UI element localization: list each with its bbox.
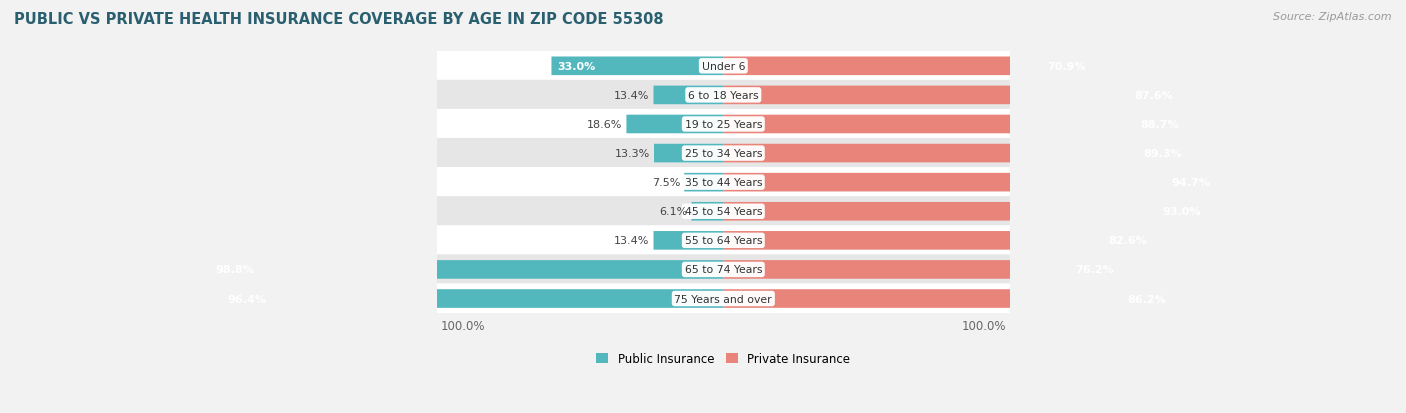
Text: 70.9%: 70.9%: [1047, 62, 1087, 71]
Text: 19 to 25 Years: 19 to 25 Years: [685, 120, 762, 130]
FancyBboxPatch shape: [437, 197, 1010, 227]
Text: 13.3%: 13.3%: [614, 149, 650, 159]
Text: 6 to 18 Years: 6 to 18 Years: [688, 91, 759, 101]
Text: 87.6%: 87.6%: [1135, 91, 1173, 101]
FancyBboxPatch shape: [723, 115, 1185, 134]
FancyBboxPatch shape: [654, 145, 723, 163]
FancyBboxPatch shape: [723, 231, 1153, 250]
FancyBboxPatch shape: [723, 145, 1188, 163]
FancyBboxPatch shape: [437, 139, 1010, 169]
FancyBboxPatch shape: [692, 202, 723, 221]
Text: 6.1%: 6.1%: [659, 207, 688, 217]
FancyBboxPatch shape: [654, 86, 723, 105]
Text: 13.4%: 13.4%: [614, 236, 650, 246]
Text: PUBLIC VS PRIVATE HEALTH INSURANCE COVERAGE BY AGE IN ZIP CODE 55308: PUBLIC VS PRIVATE HEALTH INSURANCE COVER…: [14, 12, 664, 27]
FancyBboxPatch shape: [209, 261, 723, 279]
FancyBboxPatch shape: [437, 255, 1010, 285]
Text: 94.7%: 94.7%: [1171, 178, 1211, 188]
Text: 7.5%: 7.5%: [652, 178, 681, 188]
FancyBboxPatch shape: [437, 168, 1010, 198]
Legend: Public Insurance, Private Insurance: Public Insurance, Private Insurance: [596, 352, 851, 365]
FancyBboxPatch shape: [654, 231, 723, 250]
FancyBboxPatch shape: [437, 225, 1010, 256]
Text: 65 to 74 Years: 65 to 74 Years: [685, 265, 762, 275]
Text: 13.4%: 13.4%: [614, 91, 650, 101]
Text: Source: ZipAtlas.com: Source: ZipAtlas.com: [1274, 12, 1392, 22]
Text: 98.8%: 98.8%: [215, 265, 254, 275]
FancyBboxPatch shape: [437, 81, 1010, 111]
Text: 88.7%: 88.7%: [1140, 120, 1178, 130]
FancyBboxPatch shape: [551, 57, 723, 76]
Text: 35 to 44 Years: 35 to 44 Years: [685, 178, 762, 188]
FancyBboxPatch shape: [723, 261, 1121, 279]
Text: 75 Years and over: 75 Years and over: [675, 294, 772, 304]
Text: 82.6%: 82.6%: [1108, 236, 1147, 246]
Text: 76.2%: 76.2%: [1076, 265, 1114, 275]
FancyBboxPatch shape: [627, 115, 723, 134]
FancyBboxPatch shape: [437, 109, 1010, 140]
Text: 96.4%: 96.4%: [228, 294, 267, 304]
Text: 86.2%: 86.2%: [1128, 294, 1166, 304]
FancyBboxPatch shape: [437, 284, 1010, 314]
Text: 55 to 64 Years: 55 to 64 Years: [685, 236, 762, 246]
FancyBboxPatch shape: [723, 202, 1208, 221]
Text: 33.0%: 33.0%: [558, 62, 596, 71]
FancyBboxPatch shape: [437, 52, 1010, 82]
Text: 18.6%: 18.6%: [586, 120, 623, 130]
FancyBboxPatch shape: [723, 173, 1216, 192]
Text: 25 to 34 Years: 25 to 34 Years: [685, 149, 762, 159]
FancyBboxPatch shape: [723, 57, 1092, 76]
Text: Under 6: Under 6: [702, 62, 745, 71]
Text: 45 to 54 Years: 45 to 54 Years: [685, 207, 762, 217]
FancyBboxPatch shape: [685, 173, 723, 192]
Text: 89.3%: 89.3%: [1143, 149, 1182, 159]
Text: 93.0%: 93.0%: [1163, 207, 1201, 217]
FancyBboxPatch shape: [723, 86, 1180, 105]
FancyBboxPatch shape: [723, 290, 1173, 308]
FancyBboxPatch shape: [221, 290, 723, 308]
